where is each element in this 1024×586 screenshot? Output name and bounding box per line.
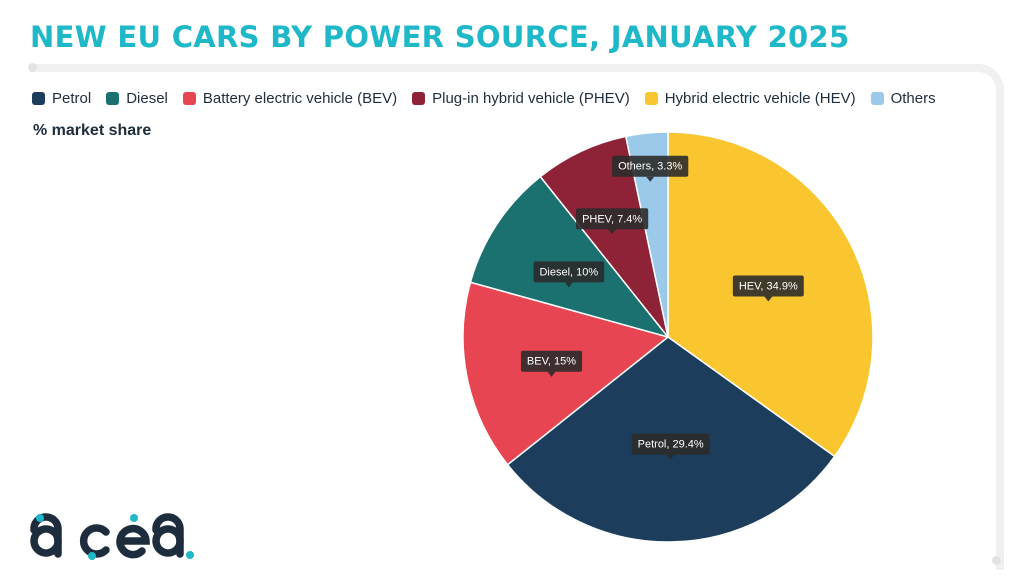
legend-item-petrol: Petrol (32, 90, 91, 107)
data-label-text-diesel: Diesel, 10% (539, 266, 598, 278)
legend-label-hev: Hybrid electric vehicle (HEV) (664, 90, 856, 107)
data-label-bev: BEV, 15% (520, 350, 583, 377)
legend-label-petrol: Petrol (52, 90, 92, 107)
legend-swatch-hev (644, 92, 658, 105)
legend-label-bev: Battery electric vehicle (BEV) (202, 90, 398, 107)
legend-item-others: Others (870, 90, 936, 107)
pie-slice-diesel (469, 175, 671, 339)
chart-frame (30, 64, 1004, 570)
legend-swatch-petrol (32, 92, 45, 105)
data-label-text-hev: HEV, 34.9% (739, 280, 798, 292)
legend-item-hev: Hybrid electric vehicle (HEV) (644, 90, 856, 107)
legend-item-phev: Plug-in hybrid vehicle (PHEV) (412, 90, 630, 107)
legend-label-others: Others (890, 90, 936, 107)
legend-label-phev: Plug-in hybrid vehicle (PHEV) (432, 90, 630, 107)
data-label-text-bev: BEV, 15% (527, 356, 576, 368)
legend-swatch-others (870, 92, 884, 105)
data-label-text-phev: PHEV, 7.4% (582, 213, 642, 225)
data-label-petrol: Petrol, 29.4% (631, 433, 710, 460)
data-label-others: Others, 3.3% (612, 155, 689, 182)
legend-item-bev: Battery electric vehicle (BEV) (182, 90, 398, 107)
data-label-text-others: Others, 3.3% (618, 161, 682, 173)
acea-logo (30, 513, 194, 560)
data-label-text-petrol: Petrol, 29.4% (638, 439, 704, 451)
chart-title: NEW EU CARS BY POWER SOURCE, JANUARY 202… (30, 20, 850, 54)
data-label-diesel: Diesel, 10% (533, 261, 605, 288)
chart-legend: Petrol Diesel Battery electric vehicle (… (32, 90, 951, 107)
legend-item-diesel: Diesel (106, 90, 168, 107)
frame-dot-bottom (992, 556, 1001, 565)
pie-slice-others (624, 131, 669, 338)
frame-dot-top (28, 63, 37, 72)
pie-slice-bev (462, 281, 670, 466)
legend-swatch-phev (412, 92, 426, 105)
legend-swatch-diesel (106, 92, 120, 105)
legend-swatch-bev (182, 92, 196, 105)
data-label-hev: HEV, 34.9% (732, 275, 804, 302)
data-label-phev: PHEV, 7.4% (576, 208, 649, 235)
legend-label-diesel: Diesel (126, 90, 168, 107)
chart-subtitle: % market share (33, 122, 152, 139)
